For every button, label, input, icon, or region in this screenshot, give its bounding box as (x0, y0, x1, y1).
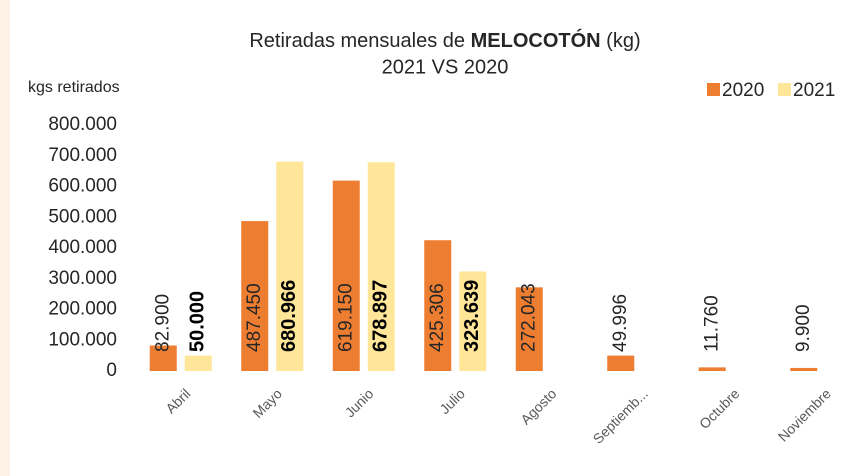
data-label: 9.900 (793, 304, 814, 352)
data-label: 11.760 (701, 295, 722, 352)
chart-title: Retiradas mensuales de MELOCOTÓN (kg) (249, 28, 640, 52)
y-tick-label: 800.000 (48, 114, 117, 135)
chart-subtitle: 2021 VS 2020 (382, 56, 509, 78)
data-label: 680.966 (278, 280, 300, 352)
y-axis-label: kgs retirados (28, 79, 120, 96)
bar (276, 161, 304, 371)
x-tick-label: Octubre (696, 385, 743, 432)
x-tick-label: Junio (342, 385, 377, 420)
side-strip (0, 0, 10, 476)
data-label: 678.897 (370, 280, 392, 352)
data-label: 50.000 (187, 291, 209, 352)
bar (241, 221, 269, 371)
x-tick-label: Septiemb... (590, 385, 651, 446)
title-part: MELOCOTÓN (471, 28, 601, 52)
title-part: Retiradas mensuales de (249, 30, 465, 52)
x-tick-label: Julio (436, 385, 468, 417)
legend-label: 2020 (722, 80, 764, 101)
x-tick-label: Abril (162, 385, 193, 416)
y-tick-label: 200.000 (48, 299, 117, 320)
x-tick-label: Agosto (517, 385, 559, 427)
data-label: 323.639 (461, 280, 483, 352)
bar (459, 271, 487, 371)
bar (607, 355, 635, 371)
y-tick-label: 100.000 (48, 329, 117, 350)
bar (698, 367, 726, 371)
bar (184, 355, 212, 371)
bar (790, 367, 818, 371)
data-label: 425.306 (427, 283, 448, 352)
y-tick-label: 300.000 (48, 268, 117, 289)
y-tick-label: 700.000 (48, 145, 117, 166)
title-part: (kg) (606, 30, 640, 52)
y-tick-label: 600.000 (48, 176, 117, 197)
bar (367, 162, 395, 371)
data-label: 619.150 (335, 283, 356, 352)
data-label: 82.900 (152, 294, 173, 352)
bar (424, 240, 452, 371)
data-label: 49.996 (610, 294, 631, 352)
bar (149, 345, 177, 371)
data-label: 487.450 (244, 283, 265, 352)
y-tick-label: 400.000 (48, 237, 117, 258)
x-tick-label: Mayo (249, 385, 285, 421)
y-tick-label: 500.000 (48, 206, 117, 227)
bar (515, 287, 543, 371)
y-tick-label: 0 (106, 360, 117, 381)
data-label: 272.043 (518, 283, 539, 352)
bar (332, 180, 360, 371)
legend-swatch (707, 83, 720, 96)
x-tick-label: Noviembre (775, 385, 834, 444)
legend-label: 2021 (793, 80, 835, 101)
legend-swatch (778, 83, 791, 96)
